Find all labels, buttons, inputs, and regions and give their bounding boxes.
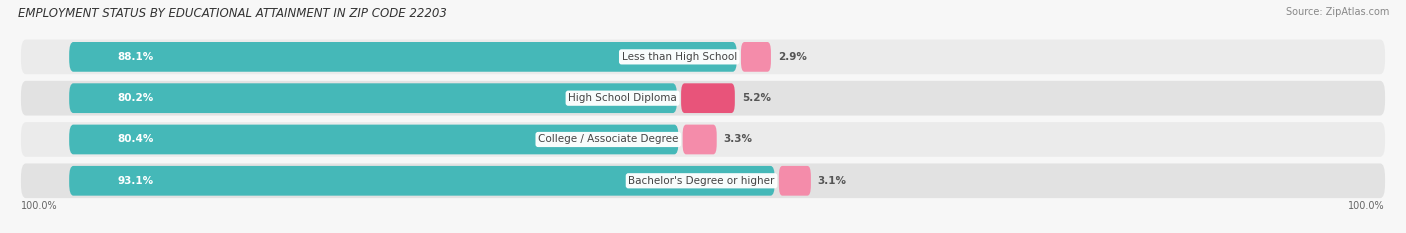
- Text: 3.3%: 3.3%: [724, 134, 752, 144]
- FancyBboxPatch shape: [779, 166, 811, 196]
- FancyBboxPatch shape: [69, 83, 676, 113]
- FancyBboxPatch shape: [21, 163, 1385, 198]
- FancyBboxPatch shape: [21, 40, 1385, 74]
- FancyBboxPatch shape: [69, 125, 679, 154]
- FancyBboxPatch shape: [21, 122, 1385, 157]
- Text: Source: ZipAtlas.com: Source: ZipAtlas.com: [1285, 7, 1389, 17]
- Text: 2.9%: 2.9%: [778, 52, 807, 62]
- Text: Bachelor's Degree or higher: Bachelor's Degree or higher: [628, 176, 775, 186]
- Text: High School Diploma: High School Diploma: [568, 93, 676, 103]
- FancyBboxPatch shape: [741, 42, 770, 72]
- Text: 80.4%: 80.4%: [118, 134, 153, 144]
- Text: Less than High School: Less than High School: [621, 52, 737, 62]
- Text: 88.1%: 88.1%: [118, 52, 153, 62]
- Text: 3.1%: 3.1%: [818, 176, 846, 186]
- Text: EMPLOYMENT STATUS BY EDUCATIONAL ATTAINMENT IN ZIP CODE 22203: EMPLOYMENT STATUS BY EDUCATIONAL ATTAINM…: [18, 7, 447, 20]
- FancyBboxPatch shape: [69, 166, 775, 196]
- Text: College / Associate Degree: College / Associate Degree: [538, 134, 679, 144]
- Text: 5.2%: 5.2%: [742, 93, 770, 103]
- FancyBboxPatch shape: [682, 125, 717, 154]
- Text: 80.2%: 80.2%: [118, 93, 153, 103]
- Text: 100.0%: 100.0%: [1348, 201, 1385, 211]
- FancyBboxPatch shape: [69, 42, 737, 72]
- Text: 93.1%: 93.1%: [118, 176, 153, 186]
- Text: 100.0%: 100.0%: [21, 201, 58, 211]
- FancyBboxPatch shape: [21, 81, 1385, 116]
- FancyBboxPatch shape: [681, 83, 735, 113]
